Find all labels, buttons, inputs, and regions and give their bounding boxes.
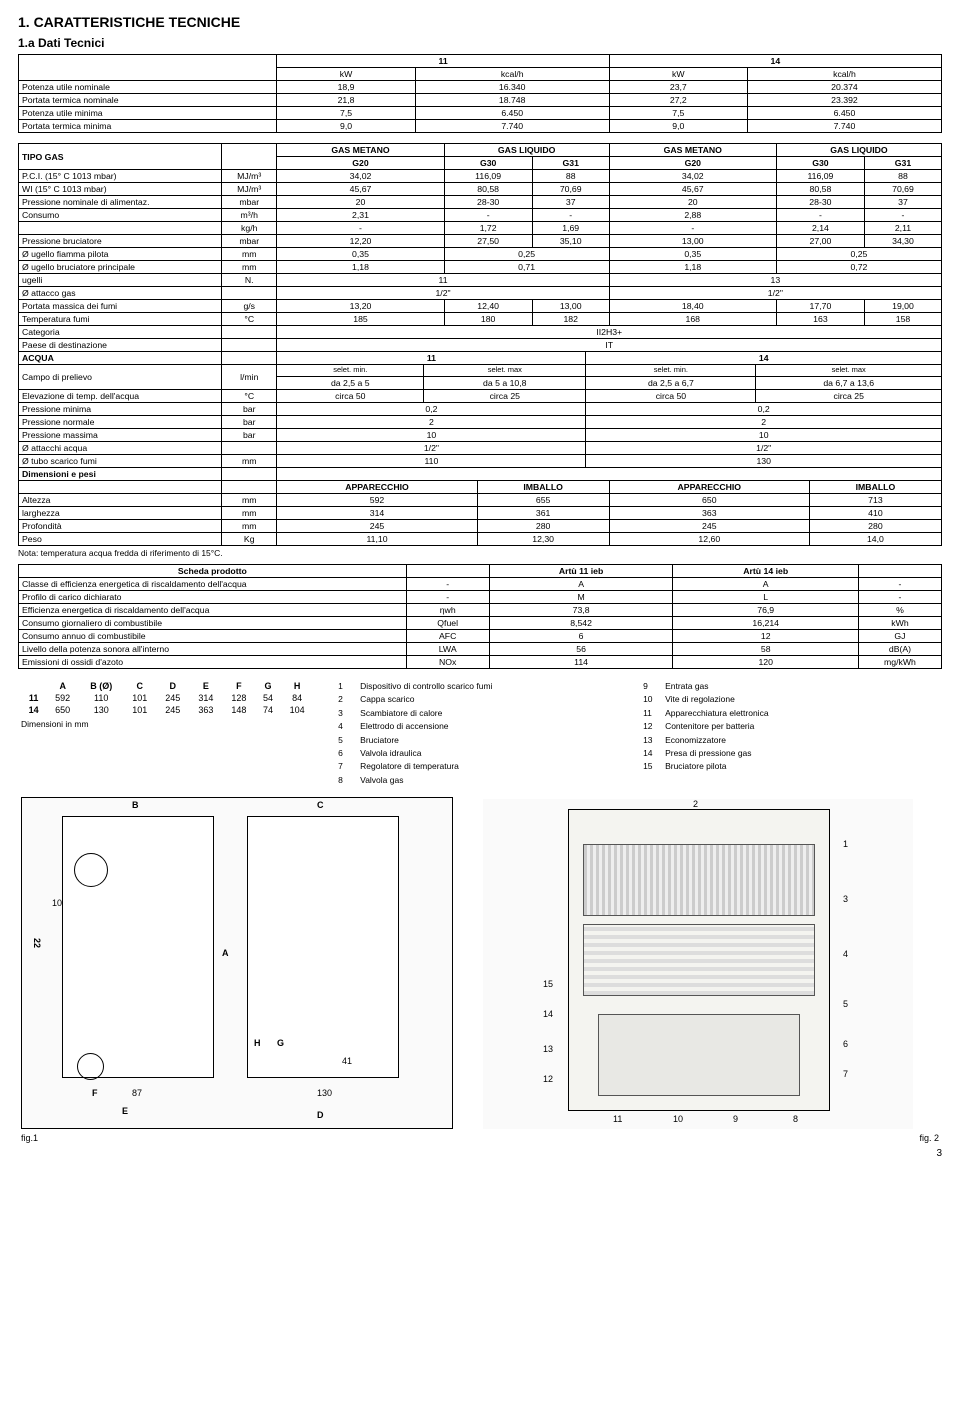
fig2-label: fig. 2 (483, 1133, 939, 1143)
scheda-table: Scheda prodotto Artù 11 ieb Artù 14 ieb … (18, 564, 942, 669)
fig1-label: fig.1 (21, 1133, 477, 1143)
dim-table: Dimensioni e pesi APPARECCHIO IMBALLO AP… (18, 467, 942, 546)
dim-mm-table: AB (Ø)CDEFGH 115921101012453141285484146… (21, 680, 314, 717)
page-subtitle: 1.a Dati Tecnici (18, 36, 942, 50)
diagram-left: B C 22 10 A H G F 87 41 E 130 D (21, 797, 453, 1129)
gas-table: TIPO GAS GAS METANO GAS LIQUIDO GAS META… (18, 143, 942, 352)
dim-caption: Dimensioni in mm (21, 719, 329, 729)
legend-left: 1Dispositivo di controllo scarico fumi2C… (335, 680, 634, 788)
top-table: 11 14 kWkcal/h kWkcal/h Potenza utile no… (18, 54, 942, 133)
acqua-table: ACQUA 11 14 Campo di prelievo l/min sele… (18, 351, 942, 468)
page-title: 1. CARATTERISTICHE TECNICHE (18, 14, 942, 30)
diagram-right: 2 1 3 4 5 6 7 15 14 13 12 11 10 9 8 (483, 799, 913, 1129)
note: Nota: temperatura acqua fredda di riferi… (18, 548, 942, 558)
legend-right: 9Entrata gas10Vite di regolazione11Appar… (640, 680, 939, 774)
page-number: 3 (18, 1148, 942, 1159)
